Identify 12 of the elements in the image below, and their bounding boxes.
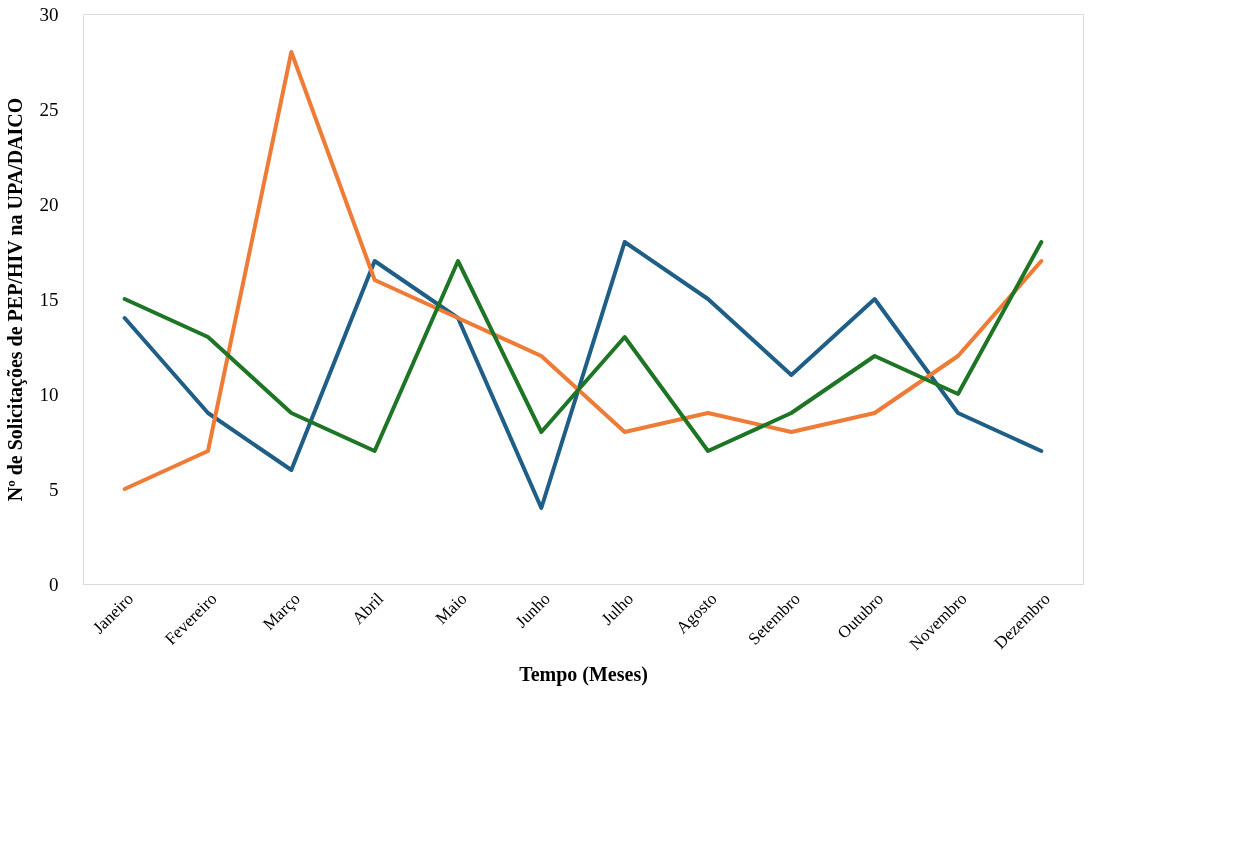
y-axis-title: Nº de Solicitações de PEP/HIV na UPA/DAICO [3, 97, 27, 502]
y-tick-label: 15 [39, 288, 59, 310]
y-tick-label: 5 [49, 478, 59, 500]
x-axis-title: Tempo (Meses) [519, 663, 648, 687]
y-tick-label: 0 [49, 573, 59, 595]
y-tick-label: 25 [39, 98, 59, 120]
y-tick-label: 30 [39, 3, 59, 25]
line-series [122, 240, 1044, 510]
line-series [122, 50, 1044, 491]
y-tick-label: 20 [39, 193, 59, 215]
y-tick-label: 10 [39, 383, 59, 405]
line-series [122, 240, 1044, 453]
